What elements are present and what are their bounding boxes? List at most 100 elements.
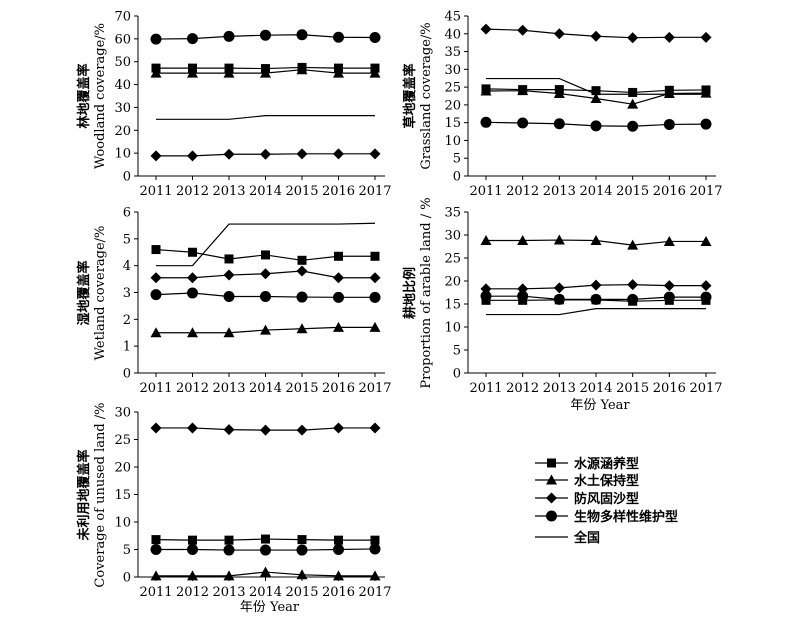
- series-line-national: [486, 308, 706, 316]
- data-point-diamond: [150, 150, 162, 162]
- data-point-circle: [480, 116, 492, 128]
- x-tick-label: 2012: [176, 585, 209, 600]
- data-point-circle: [553, 293, 565, 305]
- y-tick-label: 25: [444, 81, 461, 96]
- y-tick-label: 0: [453, 367, 461, 382]
- data-point-circle: [590, 120, 602, 132]
- data-point-diamond: [553, 28, 565, 40]
- data-point-triangle: [223, 327, 235, 338]
- x-axis-label: 年份 Year: [570, 398, 630, 413]
- data-point-triangle: [260, 566, 271, 577]
- data-point-triangle: [369, 67, 381, 78]
- data-point-diamond: [480, 23, 492, 35]
- data-point-diamond: [369, 148, 381, 160]
- y-tick-label: 30: [114, 101, 131, 116]
- data-point-circle: [590, 293, 602, 305]
- y-tick-label: 0: [453, 170, 461, 185]
- data-point-triangle: [150, 327, 162, 338]
- x-tick-label: 2017: [358, 184, 391, 199]
- data-point-diamond: [333, 422, 344, 434]
- y-tick-label: 5: [123, 232, 131, 247]
- y-tick-label: 20: [444, 275, 461, 290]
- series-diamond: [150, 422, 381, 436]
- data-point-triangle: [553, 234, 565, 245]
- x-tick-label: 2011: [469, 184, 502, 199]
- x-tick-label: 2017: [689, 184, 722, 199]
- data-point-circle: [187, 33, 198, 45]
- y-tick-label: 35: [444, 45, 461, 60]
- legend-marker-square: [547, 458, 556, 468]
- y-axis-label-cn: 草地覆盖率: [402, 63, 418, 128]
- data-point-circle: [553, 118, 565, 130]
- data-point-circle: [223, 544, 235, 556]
- y-tick-label: 10: [444, 321, 461, 336]
- data-point-diamond: [187, 272, 198, 284]
- data-point-triangle: [187, 570, 198, 581]
- legend-label: 水土保持型: [574, 473, 639, 489]
- data-point-triangle: [700, 87, 712, 98]
- series-diamond: [150, 148, 381, 162]
- data-point-square: [261, 250, 270, 260]
- series-triangle: [480, 85, 712, 109]
- x-tick-label: 2014: [579, 184, 612, 199]
- data-point-diamond: [369, 272, 381, 284]
- series-triangle: [480, 234, 712, 250]
- data-point-diamond: [517, 24, 529, 36]
- legend-item: 防风固沙型: [535, 491, 639, 507]
- x-tick-label: 2011: [139, 585, 172, 600]
- x-tick-label: 2014: [249, 184, 282, 199]
- data-point-triangle: [333, 321, 344, 332]
- series-triangle: [150, 321, 381, 338]
- data-point-diamond: [223, 269, 235, 281]
- data-point-diamond: [590, 30, 602, 42]
- data-point-circle: [663, 291, 675, 303]
- data-point-diamond: [260, 424, 271, 436]
- y-tick-label: 70: [114, 10, 131, 25]
- x-tick-label: 2016: [322, 381, 355, 396]
- data-point-circle: [333, 31, 344, 43]
- data-point-triangle: [296, 569, 308, 580]
- x-tick-label: 2013: [212, 381, 245, 396]
- data-point-circle: [150, 289, 162, 301]
- data-point-diamond: [296, 265, 308, 277]
- y-tick-label: 0: [123, 367, 131, 382]
- data-point-diamond: [296, 148, 308, 160]
- data-point-square: [370, 251, 380, 261]
- series-diamond: [480, 23, 712, 44]
- y-tick-label: 25: [444, 252, 461, 267]
- y-tick-label: 20: [114, 124, 131, 139]
- x-tick-label: 2011: [139, 381, 172, 396]
- data-point-circle: [369, 291, 381, 303]
- x-tick-label: 2015: [285, 184, 318, 199]
- data-point-square: [297, 535, 307, 545]
- legend-marker-circle: [546, 510, 557, 522]
- y-tick-label: 60: [114, 32, 131, 47]
- series-circle: [480, 116, 712, 132]
- data-point-diamond: [700, 31, 712, 43]
- y-axis-label-en: Wetland coverage/%: [93, 226, 108, 361]
- data-point-triangle: [260, 324, 271, 335]
- x-tick-label: 2012: [506, 381, 539, 396]
- data-point-square: [224, 535, 234, 545]
- x-tick-label: 2015: [616, 381, 649, 396]
- legend-item: 水源涵养型: [535, 456, 639, 472]
- series-none: [486, 77, 706, 95]
- data-point-triangle: [260, 67, 271, 78]
- x-tick-label: 2017: [358, 381, 391, 396]
- data-point-circle: [223, 291, 235, 303]
- series-line-national: [486, 77, 706, 95]
- series-diamond: [480, 279, 712, 295]
- y-tick-label: 15: [444, 116, 461, 131]
- data-point-triangle: [296, 323, 308, 334]
- y-tick-label: 15: [444, 298, 461, 313]
- data-point-square: [628, 87, 638, 97]
- legend-label: 防风固沙型: [574, 491, 639, 507]
- data-point-circle: [517, 290, 529, 302]
- x-tick-label: 2011: [139, 184, 172, 199]
- y-axis-label-en: Proportion of arable land / %: [419, 197, 434, 388]
- data-point-circle: [700, 118, 712, 130]
- data-point-triangle: [333, 570, 344, 581]
- y-tick-label: 25: [114, 433, 131, 448]
